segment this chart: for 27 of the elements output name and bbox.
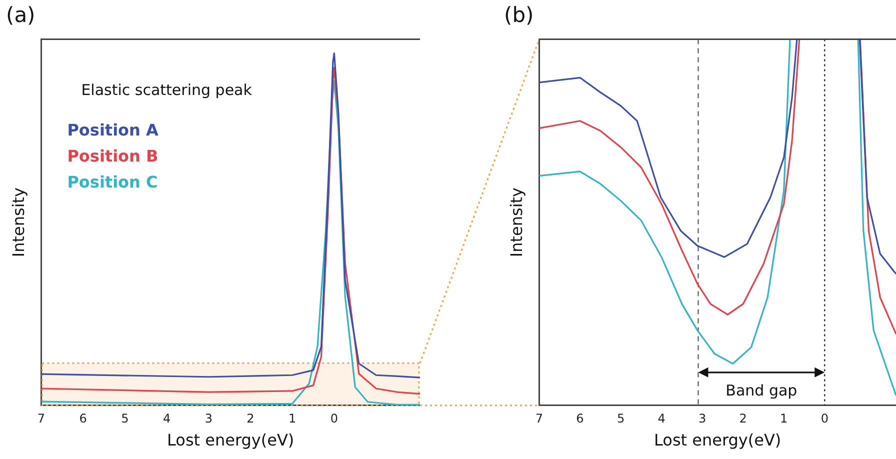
text: Position B: [67, 146, 158, 166]
x-tick-label: 7: [535, 412, 544, 426]
x-tick-label: 4: [162, 412, 171, 426]
x-tick-label: 5: [616, 412, 625, 426]
text: Position C: [67, 172, 158, 192]
text: Position A: [67, 120, 160, 140]
x-tick-label: 7: [37, 412, 46, 426]
x-tick-label: 0: [820, 412, 828, 426]
chart-title: (b): [504, 3, 534, 28]
x-tick-label: 2: [246, 412, 254, 426]
x-tick-label: 1: [288, 412, 296, 426]
x-tick-label: 6: [79, 412, 87, 426]
x-tick-label: 0: [330, 412, 338, 426]
x-tick-label: 3: [204, 412, 212, 426]
annotation: Band gap: [726, 381, 798, 400]
chart-title: (a): [6, 3, 36, 28]
x-tick-label: 4: [658, 412, 666, 426]
x-axis-title: Lost energy(eV): [654, 430, 782, 450]
x-tick-label: 1: [780, 412, 788, 426]
annotation: Elastic scattering peak: [81, 81, 252, 100]
x-tick-label: 2: [739, 412, 747, 426]
x-tick-label: 3: [698, 412, 706, 426]
y-axis-title: Intensity: [506, 187, 526, 258]
x-tick-label: 5: [121, 412, 129, 426]
x-tick-label: 6: [576, 412, 584, 426]
y-axis-title: Intensity: [8, 187, 28, 258]
x-axis-title: Lost energy(eV): [167, 430, 294, 450]
